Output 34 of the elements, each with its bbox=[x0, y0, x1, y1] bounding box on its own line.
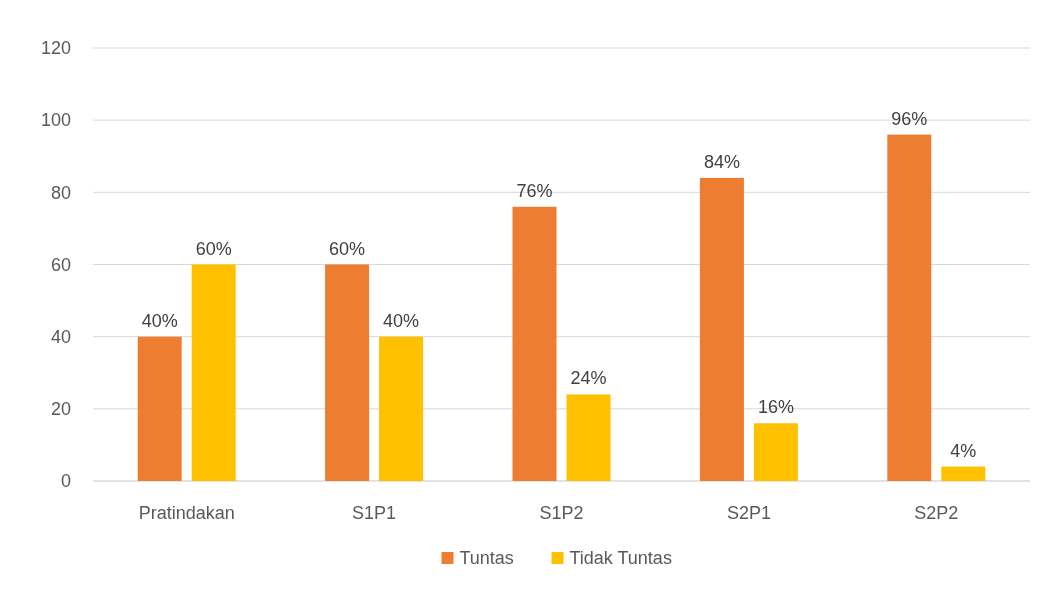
data-label: 60% bbox=[195, 238, 232, 259]
y-tick-label: 60 bbox=[50, 254, 71, 275]
data-label: 40% bbox=[141, 310, 178, 331]
x-tick-label: S1P1 bbox=[352, 503, 397, 523]
bar bbox=[191, 264, 236, 481]
data-label: 40% bbox=[383, 310, 420, 331]
bar bbox=[137, 336, 182, 481]
bar bbox=[325, 264, 370, 481]
bar bbox=[941, 466, 986, 481]
y-tick-label: 40 bbox=[50, 326, 71, 347]
y-tick-label: 120 bbox=[40, 38, 71, 59]
x-tick-label: S2P1 bbox=[726, 503, 771, 523]
y-tick-label: 80 bbox=[50, 182, 71, 203]
y-tick-label: 100 bbox=[40, 110, 71, 131]
y-tick-label: 20 bbox=[50, 399, 71, 420]
data-label: 84% bbox=[703, 151, 740, 172]
legend-label: Tidak Tuntas bbox=[569, 548, 672, 569]
data-label: 16% bbox=[757, 397, 794, 418]
bar bbox=[699, 177, 744, 481]
x-tick-label: Pratindakan bbox=[138, 503, 235, 523]
data-label: 96% bbox=[891, 108, 928, 129]
data-label: 76% bbox=[516, 180, 553, 201]
data-label: 60% bbox=[329, 238, 366, 259]
data-label: 24% bbox=[570, 368, 607, 389]
bar bbox=[753, 423, 798, 481]
bar bbox=[379, 336, 424, 481]
bar bbox=[512, 206, 557, 481]
bar bbox=[566, 394, 611, 481]
bar bbox=[887, 134, 932, 481]
data-label: 4% bbox=[950, 440, 977, 461]
x-tick-label: S1P2 bbox=[539, 503, 584, 523]
x-tick-label: S2P2 bbox=[914, 503, 959, 523]
legend-label: Tuntas bbox=[459, 548, 514, 569]
y-tick-label: 0 bbox=[60, 471, 71, 492]
